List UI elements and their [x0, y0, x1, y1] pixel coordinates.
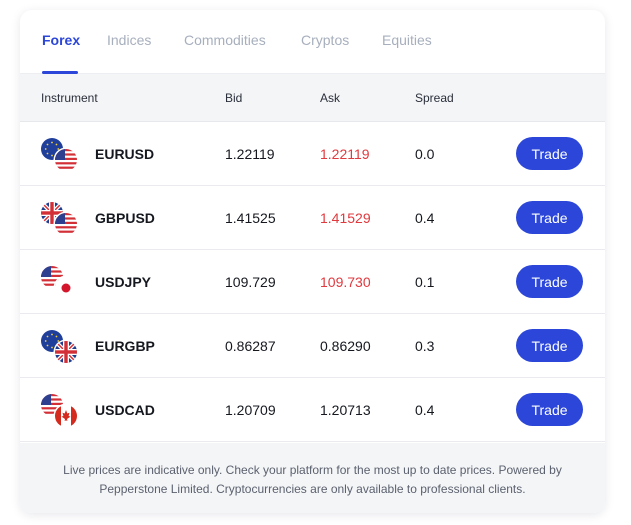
table-row: EURUSD 1.22119 1.22119 0.0 Trade: [20, 122, 605, 186]
tab-commodities[interactable]: Commodities: [184, 32, 266, 48]
spread-value: 0.1: [415, 274, 435, 290]
us-flag-icon: [55, 213, 77, 235]
trade-button[interactable]: Trade: [516, 329, 583, 362]
ask-price: 1.41529: [320, 210, 371, 226]
spread-value: 0.0: [415, 146, 435, 162]
table-row: GBPUSD 1.41525 1.41529 0.4 Trade: [20, 186, 605, 250]
spread-value: 0.3: [415, 338, 435, 354]
spread-value: 0.4: [415, 402, 435, 418]
ask-price: 0.86290: [320, 338, 371, 354]
header-bid: Bid: [225, 91, 243, 105]
active-tab-indicator: [42, 71, 78, 74]
instrument-name: USDCAD: [95, 402, 155, 418]
prices-widget: Forex Indices Commodities Cryptos Equiti…: [20, 10, 605, 513]
header-instrument: Instrument: [41, 91, 98, 105]
currency-pair-flags: [41, 394, 81, 428]
ask-price: 1.20713: [320, 402, 371, 418]
ask-price: 109.730: [320, 274, 371, 290]
trade-button[interactable]: Trade: [516, 137, 583, 170]
trade-button[interactable]: Trade: [516, 393, 583, 426]
currency-pair-flags: [41, 138, 81, 172]
header-ask: Ask: [320, 91, 341, 105]
table-row: EURGBP 0.86287 0.86290 0.3 Trade: [20, 314, 605, 378]
disclaimer-footer: Live prices are indicative only. Check y…: [20, 443, 605, 513]
market-tabs: Forex Indices Commodities Cryptos Equiti…: [20, 10, 605, 74]
tab-equities[interactable]: Equities: [382, 32, 432, 48]
currency-pair-flags: [41, 202, 81, 236]
instrument-name: EURUSD: [95, 146, 155, 162]
canada-flag-icon: [55, 405, 77, 427]
bid-price: 0.86287: [225, 338, 276, 354]
ask-price: 1.22119: [320, 146, 370, 162]
table-row: USDJPY 109.729 109.730 0.1 Trade: [20, 250, 605, 314]
tab-cryptos[interactable]: Cryptos: [301, 32, 350, 48]
disclaimer-text: Live prices are indicative only. Check y…: [63, 463, 562, 496]
bid-price: 109.729: [225, 274, 276, 290]
bid-price: 1.22119: [225, 146, 275, 162]
currency-pair-flags: [41, 330, 81, 364]
currency-pair-flags: [41, 266, 81, 300]
instrument-name: USDJPY: [95, 274, 152, 290]
japan-flag-icon: [55, 277, 77, 299]
trade-button[interactable]: Trade: [516, 265, 583, 298]
trade-button[interactable]: Trade: [516, 201, 583, 234]
instrument-name: EURGBP: [95, 338, 155, 354]
bid-price: 1.20709: [225, 402, 276, 418]
us-flag-icon: [55, 149, 77, 171]
bid-price: 1.41525: [225, 210, 276, 226]
tab-indices[interactable]: Indices: [107, 32, 152, 48]
table-row: USDCAD 1.20709 1.20713 0.4 Trade: [20, 378, 605, 442]
tab-forex[interactable]: Forex: [42, 32, 81, 48]
table-header: Instrument Bid Ask Spread: [20, 74, 605, 122]
uk-flag-icon: [55, 341, 77, 363]
header-spread: Spread: [415, 91, 454, 105]
instrument-name: GBPUSD: [95, 210, 155, 226]
spread-value: 0.4: [415, 210, 435, 226]
